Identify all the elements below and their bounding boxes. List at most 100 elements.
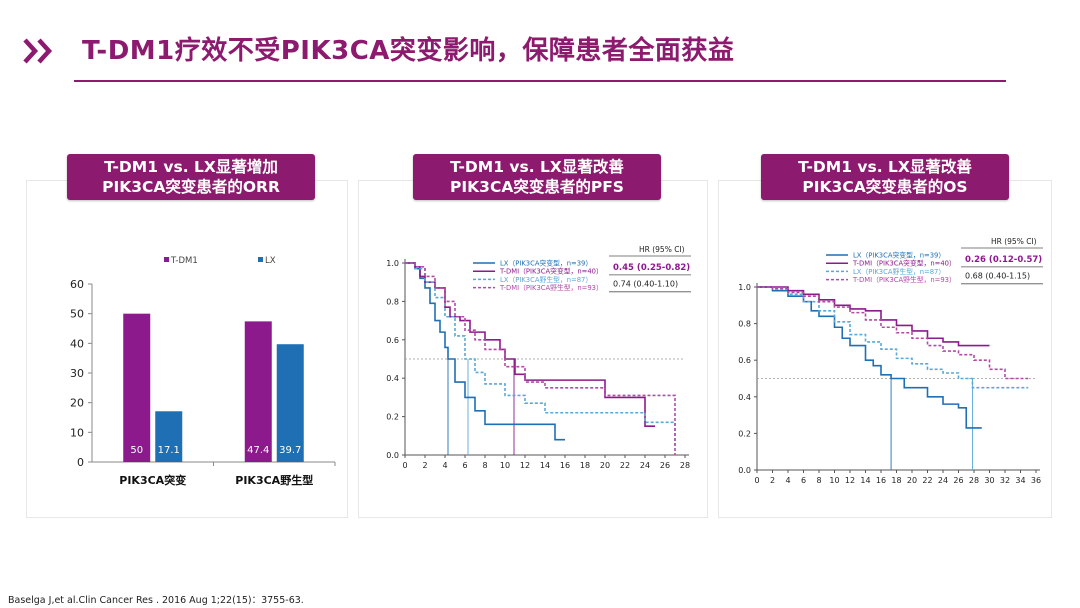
x-tick-label: 14 xyxy=(540,461,550,470)
legend-label: T-DMI（PIK3CA突变型，n=40） xyxy=(852,259,956,268)
bar xyxy=(123,313,151,462)
x-tick-label: 10 xyxy=(500,461,510,470)
bar xyxy=(244,321,272,462)
page-title: T-DM1疗效不受PIK3CA突变影响，保障患者全面获益 xyxy=(82,36,735,66)
bar-value-label: 17.1 xyxy=(158,445,180,456)
pfs-panel: 0.0 0.2 0.4 0.6 0.8 1.0 0 2 4 6 8 10 12 14 16 18 20 22 24 2… xyxy=(358,180,708,518)
x-tick-label: 18 xyxy=(891,476,901,485)
x-tick-label: 8 xyxy=(816,476,821,485)
x-tick-label: 12 xyxy=(845,476,855,485)
bar-value-label: 47.4 xyxy=(247,445,269,456)
x-tick-label: 26 xyxy=(660,461,670,470)
x-tick-label: 28 xyxy=(680,461,690,470)
y-tick-label: 0.0 xyxy=(386,451,399,460)
hr-value: 0.26 (0.12-0.57) xyxy=(965,255,1042,265)
os-header-line1: T-DM1 vs. LX显著改善 xyxy=(798,158,972,176)
km-curve xyxy=(405,262,676,446)
y-tick-label: 60 xyxy=(70,278,84,291)
y-tick-label: 0.2 xyxy=(738,429,751,438)
y-tick-label: 50 xyxy=(70,308,84,321)
legend-label: T-DMI（PIK3CA突变型，n=40） xyxy=(499,267,603,276)
legend-swatch xyxy=(164,257,169,262)
pfs-header-badge: T-DM1 vs. LX显著改善 PIK3CA突变患者的PFS xyxy=(413,154,661,200)
y-tick-label: 0.6 xyxy=(386,336,399,345)
x-tick-label: 0 xyxy=(754,476,759,485)
km-curve xyxy=(757,286,1029,389)
x-tick-label: 26 xyxy=(953,476,963,485)
hr-value: 0.45 (0.25-0.82) xyxy=(613,263,690,273)
legend-label: LX（PIK3CA突变型，n=39） xyxy=(853,251,945,260)
x-tick-label: 24 xyxy=(938,476,948,485)
orr-header-line1: T-DM1 vs. LX显著增加 xyxy=(104,158,278,176)
x-tick-label: 24 xyxy=(640,461,650,470)
km-curve xyxy=(757,286,990,347)
y-tick-label: 1.0 xyxy=(738,283,751,292)
x-tick-label: 10 xyxy=(829,476,839,485)
x-tick-label: 34 xyxy=(1015,476,1025,485)
legend-label: LX（PIK3CA野生型，n=87） xyxy=(853,267,945,276)
x-tick-label: 6 xyxy=(801,476,806,485)
pfs-header-line1: T-DM1 vs. LX显著改善 xyxy=(450,158,624,176)
legend-label: LX（PIK3CA突变型，n=39） xyxy=(500,259,592,268)
x-tick-label: 2 xyxy=(770,476,775,485)
orr-header-line2: PIK3CA突变患者的ORR xyxy=(102,178,280,196)
x-tick-label: 6 xyxy=(462,461,467,470)
legend-label: T-DMI（PIK3CA野生型，n=93） xyxy=(499,283,603,292)
y-tick-label: 0 xyxy=(77,456,84,469)
x-tick-label: 20 xyxy=(600,461,610,470)
y-tick-label: 0.8 xyxy=(386,297,399,306)
km-curve xyxy=(757,286,1029,380)
y-tick-label: 10 xyxy=(70,426,84,439)
pfs-header-line2: PIK3CA突变患者的PFS xyxy=(450,178,624,196)
y-tick-label: 20 xyxy=(70,397,84,410)
orr-bar-chart: 0 10 20 30 40 50 60 PIK3CA突变 50 17.1 PIK3CA野生型 47.4… xyxy=(70,256,336,487)
x-tick-label: 12 xyxy=(520,461,530,470)
x-category-label: PIK3CA突变 xyxy=(119,473,186,487)
bar-value-label: 50 xyxy=(130,445,143,456)
x-tick-label: 16 xyxy=(560,461,570,470)
hr-value: 0.74 (0.40-1.10) xyxy=(613,280,678,289)
os-header-badge: T-DM1 vs. LX显著改善 PIK3CA突变患者的OS xyxy=(761,154,1009,200)
os-km-chart: 0.00.20.40.60.81.00 2 4 6 8 10 12 14 16 18 20 22 24 2… xyxy=(738,237,1043,485)
x-tick-label: 18 xyxy=(580,461,590,470)
y-tick-label: 0.4 xyxy=(386,374,399,383)
x-tick-label: 22 xyxy=(620,461,630,470)
legend-label: T-DMI（PIK3CA野生型，n=93） xyxy=(852,275,956,284)
x-tick-label: 4 xyxy=(785,476,790,485)
y-tick-label: 0.2 xyxy=(386,413,399,422)
orr-panel: 0 10 20 30 40 50 60 PIK3CA突变 50 17.1 PIK3CA野生型 47.4… xyxy=(26,180,348,518)
bar xyxy=(276,344,304,462)
x-tick-label: 28 xyxy=(969,476,979,485)
y-tick-label: 0.6 xyxy=(738,356,751,365)
km-curve xyxy=(757,286,982,429)
legend-label: LX xyxy=(265,256,276,266)
orr-header-badge: T-DM1 vs. LX显著增加 PIK3CA突变患者的ORR xyxy=(67,154,315,200)
x-tick-label: 22 xyxy=(922,476,932,485)
x-tick-label: 16 xyxy=(876,476,886,485)
x-tick-label: 2 xyxy=(422,461,427,470)
bar-value-label: 39.7 xyxy=(279,445,301,456)
y-tick-label: 0.8 xyxy=(738,320,751,329)
x-tick-label: 14 xyxy=(860,476,870,485)
os-panel: 0.0 0.2 0.4 0.6 0.8 1.0 0 2 4 6 8 10 12 14 16 18 20 22 24 2… xyxy=(718,180,1052,518)
double-chevron-icon xyxy=(23,38,53,64)
x-tick-label: 0 xyxy=(402,461,407,470)
hr-value: 0.68 (0.40-1.15) xyxy=(965,272,1030,281)
y-tick-label: 40 xyxy=(70,337,84,350)
y-tick-label: 0.0 xyxy=(738,466,751,475)
x-tick-label: 8 xyxy=(482,461,487,470)
title-divider xyxy=(74,80,1006,82)
y-tick-label: 0.4 xyxy=(738,393,751,402)
legend-label: T-DM1 xyxy=(170,256,198,266)
x-tick-label: 32 xyxy=(1000,476,1010,485)
x-tick-label: 4 xyxy=(442,461,447,470)
x-tick-label: 20 xyxy=(907,476,917,485)
x-tick-label: 36 xyxy=(1031,476,1041,485)
hr-header: HR (95% CI) xyxy=(991,237,1037,246)
legend-label: LX（PIK3CA野生型，n=87） xyxy=(500,275,592,284)
x-tick-label: 30 xyxy=(984,476,994,485)
bar xyxy=(155,411,183,462)
pfs-km-chart: 0.00.20.40.60.81.00 2 4 6 8 10 12 14 16 18 20 22 24 2… xyxy=(386,245,691,470)
y-tick-label: 1.0 xyxy=(386,259,399,268)
x-category-label: PIK3CA野生型 xyxy=(235,473,313,487)
